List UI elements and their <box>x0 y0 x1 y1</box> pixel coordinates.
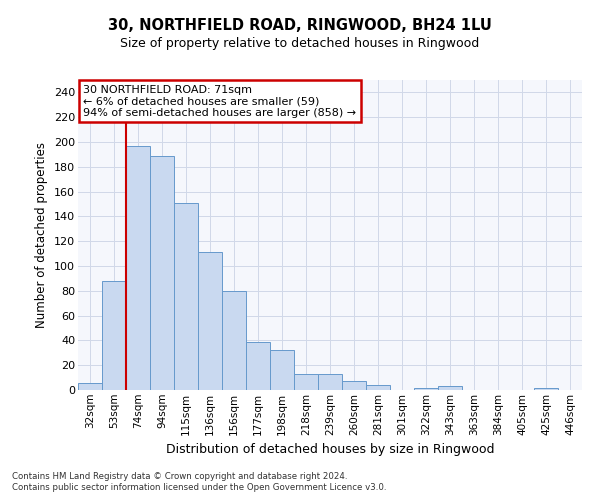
Bar <box>198 252 222 390</box>
Bar <box>534 388 558 390</box>
X-axis label: Distribution of detached houses by size in Ringwood: Distribution of detached houses by size … <box>166 443 494 456</box>
Text: 30, NORTHFIELD ROAD, RINGWOOD, BH24 1LU: 30, NORTHFIELD ROAD, RINGWOOD, BH24 1LU <box>108 18 492 32</box>
Text: Size of property relative to detached houses in Ringwood: Size of property relative to detached ho… <box>121 38 479 51</box>
Bar <box>150 156 174 390</box>
Bar <box>438 386 462 390</box>
Bar <box>414 388 438 390</box>
Bar <box>366 385 390 390</box>
Bar <box>222 291 246 390</box>
Bar <box>174 203 198 390</box>
Bar <box>270 350 294 390</box>
Bar <box>294 374 318 390</box>
Bar <box>78 382 102 390</box>
Text: Contains public sector information licensed under the Open Government Licence v3: Contains public sector information licen… <box>12 484 386 492</box>
Y-axis label: Number of detached properties: Number of detached properties <box>35 142 49 328</box>
Bar <box>246 342 270 390</box>
Text: 30 NORTHFIELD ROAD: 71sqm
← 6% of detached houses are smaller (59)
94% of semi-d: 30 NORTHFIELD ROAD: 71sqm ← 6% of detach… <box>83 84 356 118</box>
Text: Contains HM Land Registry data © Crown copyright and database right 2024.: Contains HM Land Registry data © Crown c… <box>12 472 347 481</box>
Bar <box>126 146 150 390</box>
Bar <box>342 382 366 390</box>
Bar <box>318 374 342 390</box>
Bar <box>102 281 126 390</box>
